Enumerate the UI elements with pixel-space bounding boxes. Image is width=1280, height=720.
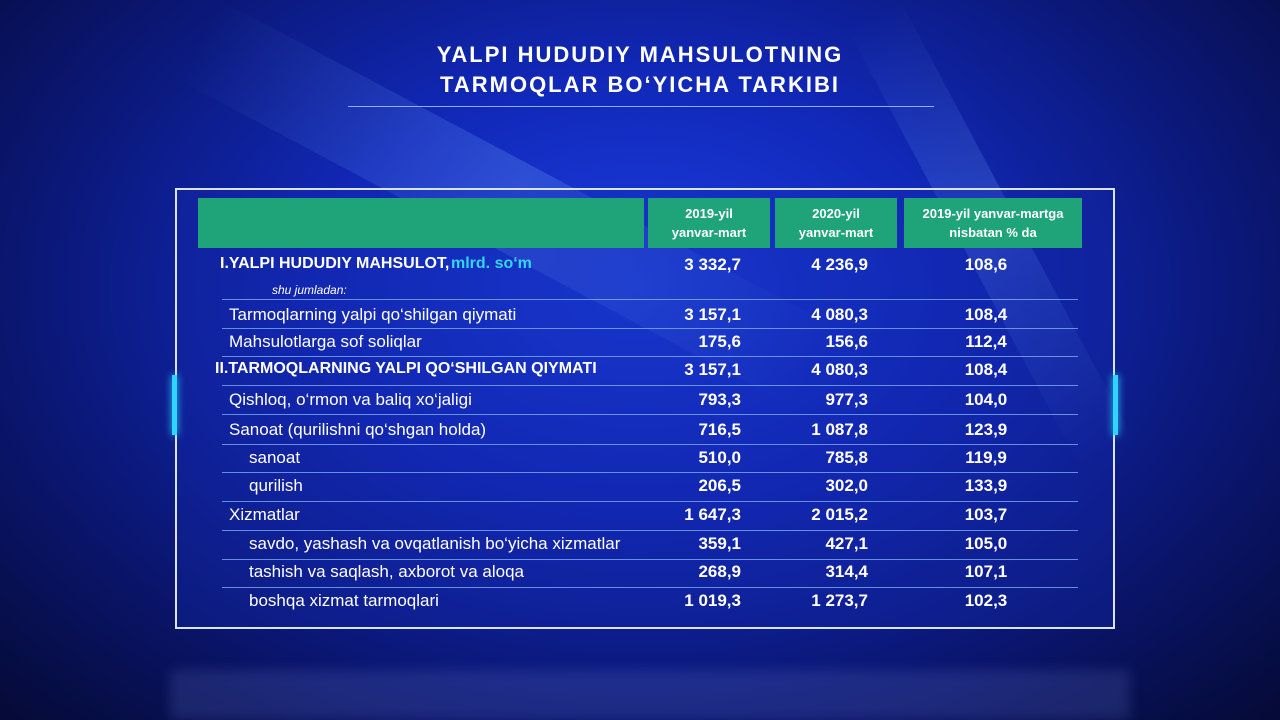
- value-2019: 1 647,3: [684, 505, 741, 524]
- value-2020: 4 236,9: [811, 255, 868, 274]
- row-label: boshqa xizmat tarmoqlari: [249, 591, 439, 610]
- value-percent: 105,0: [964, 534, 1008, 553]
- unit-label: mlrd. so‘m: [451, 255, 532, 272]
- row-divider: [222, 501, 1078, 502]
- header-2020-line2: yanvar-mart: [798, 225, 874, 240]
- value-2019: 510,0: [698, 448, 741, 467]
- row-label: savdo, yashash va ovqatlanish bo‘yicha x…: [249, 534, 621, 553]
- row-divider: [222, 385, 1078, 386]
- value-2020: 314,4: [825, 562, 868, 581]
- floor-reflection: [170, 670, 1130, 720]
- row-divider: [222, 587, 1078, 588]
- value-percent: 102,3: [964, 591, 1008, 610]
- row-label: Mahsulotlarga sof soliqlar: [229, 332, 422, 351]
- row-label: sanoat: [249, 448, 301, 467]
- value-percent: 133,9: [964, 476, 1008, 495]
- value-2020: 785,8: [825, 448, 868, 467]
- value-2019: 716,5: [698, 420, 741, 439]
- header-2020: 2020-yil yanvar-mart: [775, 198, 897, 248]
- table-row: boshqa xizmat tarmoqlari 1 019,3 1 273,7 10…: [0, 591, 1280, 619]
- row-label: Qishloq, o‘rmon va baliq xo‘jaligi: [229, 390, 472, 409]
- table-row: savdo, yashash va ovqatlanish bo‘yicha x…: [0, 534, 1280, 562]
- page-title: YALPI HUDUDIY MAHSULOTNING TARMOQLAR BO‘…: [340, 40, 940, 100]
- row-divider: [222, 414, 1078, 415]
- value-2020: 4 080,3: [811, 360, 868, 379]
- value-2019: 359,1: [698, 534, 741, 553]
- row-label: Xizmatlar: [229, 505, 300, 524]
- table-row: Tarmoqlarning yalpi qo‘shilgan qiymati 3 …: [0, 305, 1280, 333]
- row-divider: [222, 530, 1078, 531]
- value-2020: 977,3: [825, 390, 868, 409]
- row-divider: [222, 356, 1078, 357]
- header-2019-line1: 2019-yil: [685, 206, 733, 221]
- row-divider: [222, 328, 1078, 329]
- row-label: Tarmoqlarning yalpi qo‘shilgan qiymati: [229, 305, 517, 324]
- header-percent-line1: 2019-yil yanvar-martga: [922, 206, 1064, 221]
- value-2020: 1 087,8: [811, 420, 868, 439]
- value-2020: 302,0: [825, 476, 868, 495]
- value-2020: 1 273,7: [811, 591, 868, 610]
- row-divider: [222, 472, 1078, 473]
- value-percent: 112,4: [965, 332, 1007, 351]
- header-label-cell: [198, 198, 644, 248]
- table-row: Qishloq, o‘rmon va baliq xo‘jaligi 793,3 9…: [0, 390, 1280, 418]
- value-percent: 108,4: [964, 305, 1008, 324]
- value-percent: 104,0: [964, 390, 1008, 409]
- title-line-1: YALPI HUDUDIY MAHSULOTNING: [436, 42, 844, 67]
- table-panel: [175, 188, 1115, 629]
- table-row: Mahsulotlarga sof soliqlar 175,6 156,6 112,…: [0, 332, 1280, 360]
- row-label: qurilish: [249, 476, 303, 495]
- row-label: II.TARMOQLARNING YALPI QO‘SHILGAN QIYMAT…: [215, 360, 597, 377]
- value-2020: 4 080,3: [811, 305, 868, 324]
- left-accent: [172, 375, 177, 435]
- value-2019: 793,3: [698, 390, 741, 409]
- table-row: II.TARMOQLARNING YALPI QO‘SHILGAN QIYMAT…: [0, 360, 1280, 388]
- value-2019: 268,9: [698, 562, 741, 581]
- value-percent: 108,6: [964, 255, 1008, 274]
- row-divider: [222, 559, 1078, 560]
- value-2020: 2 015,2: [811, 505, 868, 524]
- row-divider: [222, 299, 1078, 300]
- title-line-2: TARMOQLAR BO‘YICHA TARKIBI: [440, 72, 840, 97]
- table-row: qurilish 206,5 302,0 133,9: [0, 476, 1280, 504]
- value-percent: 123,9: [964, 420, 1008, 439]
- table-row: I.YALPI HUDUDIY MAHSULOT, mlrd. so‘m 3 332…: [0, 255, 1280, 283]
- value-2019: 3 332,7: [684, 255, 741, 274]
- table-row: Sanoat (qurilishni qo‘shgan holda) 716,5 1…: [0, 420, 1280, 448]
- value-2019: 175,6: [698, 332, 741, 351]
- row-label: I.YALPI HUDUDIY MAHSULOT,: [220, 255, 450, 272]
- row-divider: [222, 444, 1078, 445]
- table-row: sanoat 510,0 785,8 119,9: [0, 448, 1280, 476]
- header-2020-line1: 2020-yil: [812, 206, 860, 221]
- table-row: Xizmatlar 1 647,3 2 015,2 103,7: [0, 505, 1280, 533]
- value-percent: 119,9: [965, 448, 1007, 467]
- row-label: Sanoat (qurilishni qo‘shgan holda): [229, 420, 487, 439]
- row-note: shu jumladan:: [272, 283, 347, 297]
- title-underline: [348, 106, 934, 107]
- header-percent: 2019-yil yanvar-martga nisbatan % da: [904, 198, 1082, 248]
- header-2019: 2019-yil yanvar-mart: [648, 198, 770, 248]
- value-2019: 3 157,1: [684, 360, 741, 379]
- value-2019: 1 019,3: [684, 591, 741, 610]
- value-percent: 103,7: [964, 505, 1008, 524]
- header-2019-line2: yanvar-mart: [671, 225, 747, 240]
- row-label: tashish va saqlash, axborot va aloqa: [249, 562, 525, 581]
- value-percent: 107,1: [964, 562, 1008, 581]
- right-accent: [1113, 375, 1118, 435]
- value-2019: 3 157,1: [684, 305, 741, 324]
- table-row: tashish va saqlash, axborot va aloqa 268,…: [0, 562, 1280, 590]
- value-2019: 206,5: [698, 476, 741, 495]
- header-percent-line2: nisbatan % da: [949, 225, 1037, 240]
- value-2020: 427,1: [825, 534, 868, 553]
- value-percent: 108,4: [964, 360, 1008, 379]
- value-2020: 156,6: [825, 332, 868, 351]
